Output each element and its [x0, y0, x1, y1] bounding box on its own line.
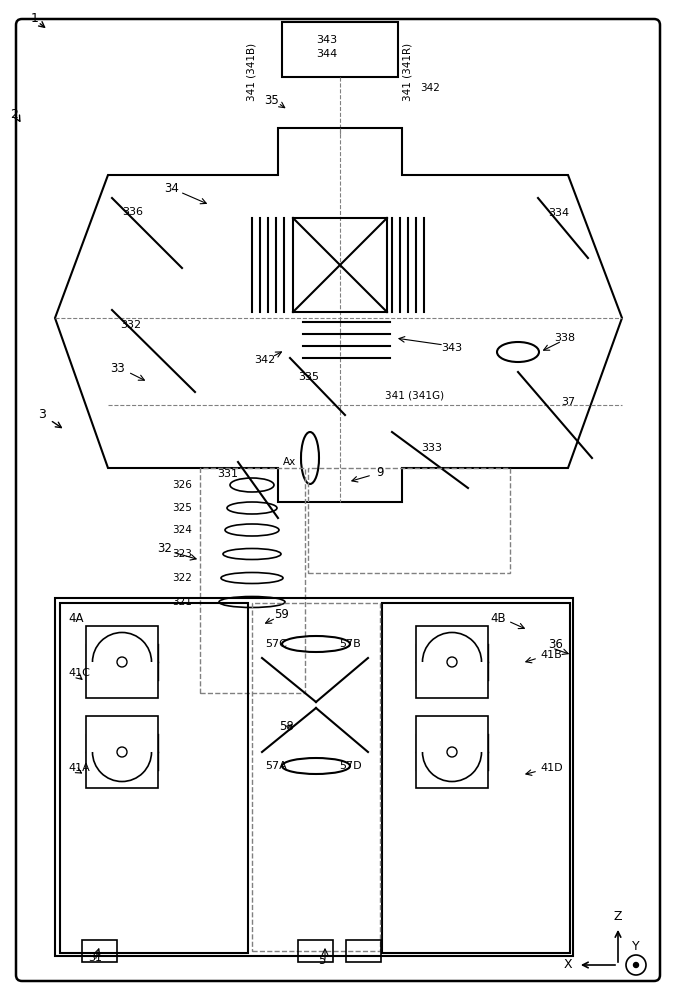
- Circle shape: [117, 747, 127, 757]
- Text: 341 (341B): 341 (341B): [247, 43, 257, 101]
- Text: Y: Y: [632, 940, 640, 954]
- Text: 326: 326: [172, 480, 192, 490]
- Text: 338: 338: [554, 333, 575, 343]
- Text: 41C: 41C: [68, 668, 90, 678]
- Bar: [416, 626, 488, 698]
- Text: 335: 335: [298, 372, 319, 382]
- Bar: [346, 940, 381, 962]
- Bar: [55, 598, 573, 956]
- Bar: [282, 22, 398, 77]
- Text: 334: 334: [548, 208, 569, 218]
- Text: Z: Z: [614, 910, 622, 924]
- Text: 341 (341R): 341 (341R): [403, 43, 413, 101]
- Text: 341 (341G): 341 (341G): [385, 390, 445, 400]
- Bar: [86, 626, 158, 698]
- Text: 333: 333: [422, 443, 443, 453]
- Text: 325: 325: [172, 503, 192, 513]
- Text: 322: 322: [172, 573, 192, 583]
- Text: 344: 344: [316, 49, 338, 59]
- Text: 342: 342: [420, 83, 440, 93]
- Bar: [82, 940, 117, 962]
- Text: 36: 36: [548, 639, 563, 652]
- Text: 331: 331: [217, 469, 238, 479]
- Text: 3: 3: [38, 408, 46, 422]
- Bar: [308, 468, 510, 573]
- Bar: [293, 218, 387, 312]
- Text: 342: 342: [255, 355, 276, 365]
- Text: 323: 323: [172, 549, 192, 559]
- Text: 34: 34: [165, 182, 179, 194]
- Text: 35: 35: [265, 94, 280, 106]
- Circle shape: [634, 962, 638, 968]
- Text: 41A: 41A: [68, 763, 90, 773]
- Text: 59: 59: [275, 608, 290, 621]
- Text: 57A: 57A: [265, 761, 287, 771]
- Text: 31: 31: [88, 953, 102, 963]
- Text: X: X: [564, 958, 572, 972]
- Text: 336: 336: [122, 207, 143, 217]
- Bar: [86, 716, 158, 788]
- Text: 57D: 57D: [338, 761, 362, 771]
- Text: 37: 37: [561, 397, 575, 407]
- Circle shape: [447, 657, 457, 667]
- Text: 33: 33: [110, 361, 125, 374]
- Bar: [200, 468, 305, 693]
- Text: 321: 321: [172, 597, 192, 607]
- Text: 4B: 4B: [490, 611, 506, 624]
- Bar: [382, 603, 570, 953]
- Bar: [416, 716, 488, 788]
- Text: 332: 332: [120, 320, 141, 330]
- Text: 324: 324: [172, 525, 192, 535]
- Text: Ax: Ax: [283, 457, 296, 467]
- Bar: [60, 603, 248, 953]
- Circle shape: [626, 955, 646, 975]
- Text: 32: 32: [158, 542, 173, 554]
- Text: 9: 9: [376, 466, 384, 479]
- Text: 5: 5: [318, 954, 326, 966]
- Text: 343: 343: [441, 343, 462, 353]
- Text: 41B: 41B: [540, 650, 562, 660]
- Bar: [298, 940, 333, 962]
- Circle shape: [447, 747, 457, 757]
- Text: 58: 58: [279, 720, 293, 734]
- Text: 57C: 57C: [265, 639, 287, 649]
- Circle shape: [117, 657, 127, 667]
- Text: 57B: 57B: [339, 639, 361, 649]
- Text: 1: 1: [31, 11, 39, 24]
- Text: 41D: 41D: [540, 763, 563, 773]
- Text: 2: 2: [10, 108, 18, 121]
- Bar: [252, 603, 380, 951]
- Text: 4A: 4A: [68, 611, 83, 624]
- Text: 343: 343: [316, 35, 338, 45]
